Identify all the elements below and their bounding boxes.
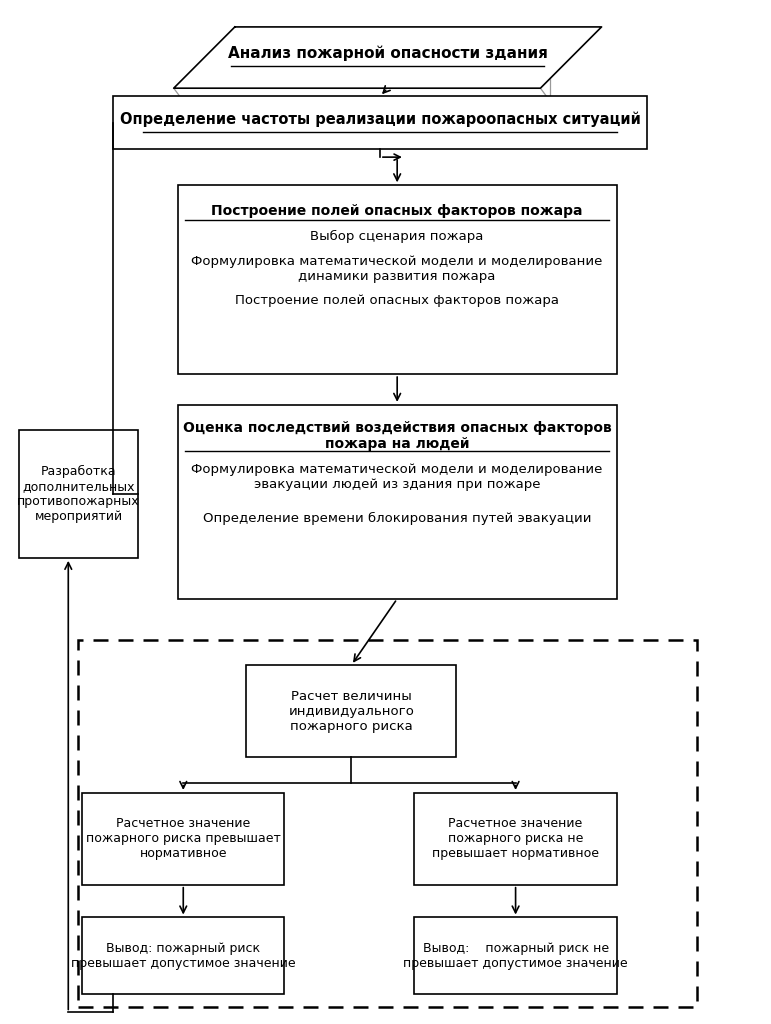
Bar: [177, 404, 617, 599]
Bar: [177, 185, 617, 374]
Text: Расчетное значение
пожарного риска превышает
нормативное: Расчетное значение пожарного риска превы…: [86, 817, 281, 860]
Text: Построение полей опасных факторов пожара: Построение полей опасных факторов пожара: [235, 294, 559, 307]
Text: Расчет величины
индивидуального
пожарного риска: Расчет величины индивидуального пожарног…: [288, 689, 414, 732]
Bar: [414, 918, 617, 994]
Text: Формулировка математической модели и моделирование
динамики развития пожара: Формулировка математической модели и мод…: [191, 255, 603, 284]
Text: Определение частоты реализации пожароопасных ситуаций: Определение частоты реализации пожароопа…: [120, 111, 641, 127]
Text: Выбор сценария пожара: Выбор сценария пожара: [311, 229, 484, 243]
Text: Расчетное значение
пожарного риска не
превышает нормативное: Расчетное значение пожарного риска не пр…: [432, 817, 599, 860]
Bar: [19, 430, 138, 558]
Bar: [414, 793, 617, 885]
Text: Построение полей опасных факторов пожара: Построение полей опасных факторов пожара: [211, 204, 583, 217]
Text: Разработка
дополнительных
противопожарных
мероприятий: Разработка дополнительных противопожарны…: [17, 465, 140, 523]
Bar: [246, 666, 456, 757]
Bar: [82, 793, 284, 885]
Bar: [78, 640, 697, 1008]
Bar: [82, 918, 284, 994]
Text: Анализ пожарной опасности здания: Анализ пожарной опасности здания: [227, 46, 547, 61]
Text: Формулировка математической модели и моделирование
эвакуации людей из здания при: Формулировка математической модели и мод…: [191, 463, 603, 492]
Text: Вывод:    пожарный риск не
превышает допустимое значение: Вывод: пожарный риск не превышает допуст…: [403, 942, 628, 970]
Polygon shape: [173, 27, 601, 88]
Text: Оценка последствий воздействия опасных факторов
пожара на людей: Оценка последствий воздействия опасных ф…: [183, 421, 611, 452]
Text: Определение времени блокирования путей эвакуации: Определение времени блокирования путей э…: [203, 512, 591, 525]
Bar: [113, 96, 648, 150]
Text: Вывод: пожарный риск
превышает допустимое значение: Вывод: пожарный риск превышает допустимо…: [71, 942, 295, 970]
